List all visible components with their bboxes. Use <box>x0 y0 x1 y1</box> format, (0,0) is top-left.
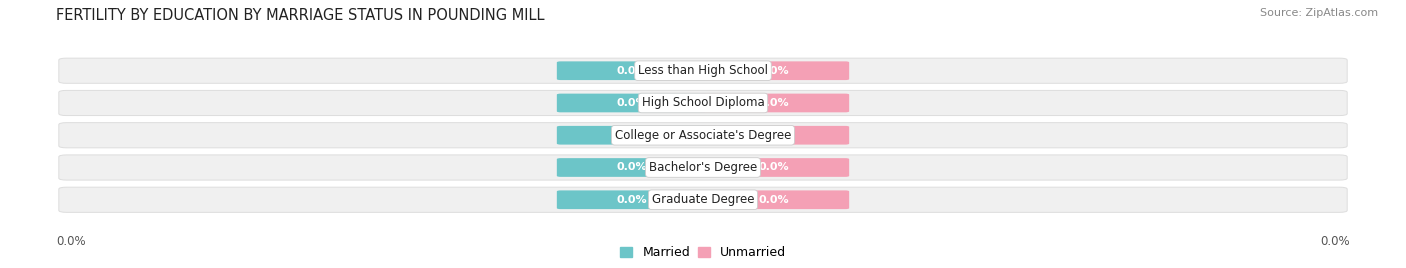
Text: 0.0%: 0.0% <box>759 162 789 173</box>
FancyBboxPatch shape <box>699 94 849 112</box>
Text: 0.0%: 0.0% <box>759 130 789 140</box>
FancyBboxPatch shape <box>59 155 1347 180</box>
FancyBboxPatch shape <box>59 90 1347 116</box>
Text: 0.0%: 0.0% <box>1320 235 1350 248</box>
Text: 0.0%: 0.0% <box>617 66 647 76</box>
Text: 0.0%: 0.0% <box>56 235 86 248</box>
FancyBboxPatch shape <box>557 158 707 177</box>
Text: High School Diploma: High School Diploma <box>641 96 765 110</box>
FancyBboxPatch shape <box>59 58 1347 83</box>
Text: 0.0%: 0.0% <box>759 195 789 205</box>
Text: College or Associate's Degree: College or Associate's Degree <box>614 129 792 142</box>
Legend: Married, Unmarried: Married, Unmarried <box>620 246 786 259</box>
FancyBboxPatch shape <box>699 61 849 80</box>
FancyBboxPatch shape <box>557 190 707 209</box>
FancyBboxPatch shape <box>557 94 707 112</box>
Text: Less than High School: Less than High School <box>638 64 768 77</box>
Text: 0.0%: 0.0% <box>759 98 789 108</box>
Text: 0.0%: 0.0% <box>759 66 789 76</box>
Text: 0.0%: 0.0% <box>617 130 647 140</box>
FancyBboxPatch shape <box>59 123 1347 148</box>
Text: 0.0%: 0.0% <box>617 98 647 108</box>
Text: Graduate Degree: Graduate Degree <box>652 193 754 206</box>
Text: Bachelor's Degree: Bachelor's Degree <box>650 161 756 174</box>
FancyBboxPatch shape <box>557 126 707 145</box>
Text: FERTILITY BY EDUCATION BY MARRIAGE STATUS IN POUNDING MILL: FERTILITY BY EDUCATION BY MARRIAGE STATU… <box>56 8 544 23</box>
Text: 0.0%: 0.0% <box>617 162 647 173</box>
FancyBboxPatch shape <box>699 126 849 145</box>
FancyBboxPatch shape <box>699 190 849 209</box>
FancyBboxPatch shape <box>557 61 707 80</box>
Text: Source: ZipAtlas.com: Source: ZipAtlas.com <box>1260 8 1378 18</box>
FancyBboxPatch shape <box>699 158 849 177</box>
Text: 0.0%: 0.0% <box>617 195 647 205</box>
FancyBboxPatch shape <box>59 187 1347 212</box>
